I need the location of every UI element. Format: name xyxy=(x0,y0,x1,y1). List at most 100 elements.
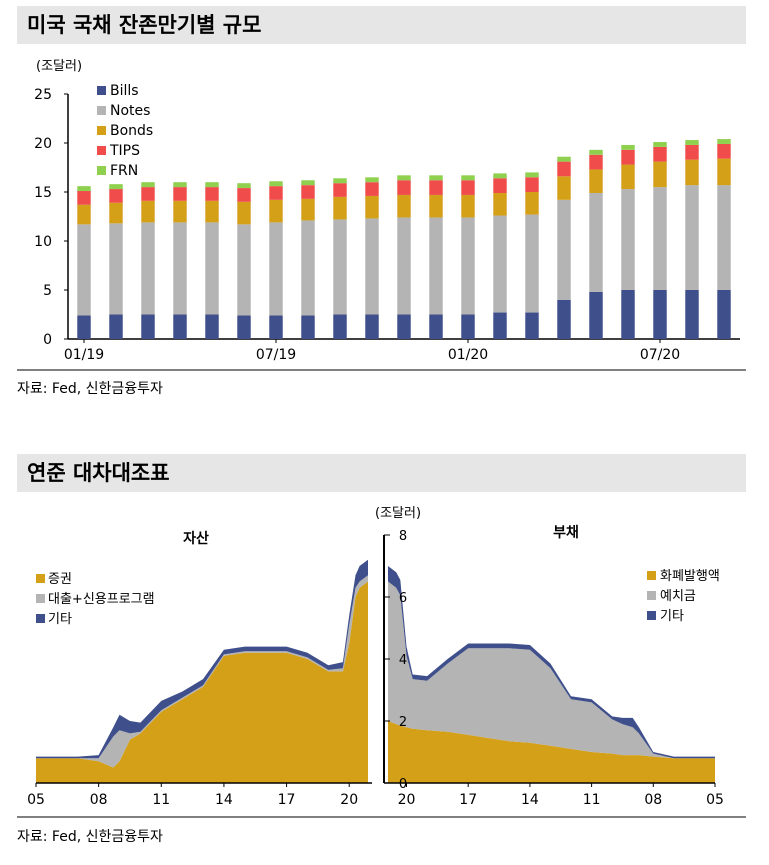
chart1-bar-frn xyxy=(429,175,443,181)
chart1-bar-bonds xyxy=(269,199,283,223)
chart2-x-tick-label: 20 xyxy=(340,792,358,808)
chart1-bar-frn xyxy=(141,182,155,188)
chart1-bar-tips xyxy=(525,177,539,192)
chart2-x-tick-label: 11 xyxy=(152,792,170,808)
chart2-y-tick-label: 4 xyxy=(399,653,407,668)
chart1-y-tick-label: 0 xyxy=(43,332,52,348)
chart1-bar-frn xyxy=(493,173,507,179)
chart1-bar-bills xyxy=(397,314,411,339)
chart2-assets-legend-label: 대출+신용프로그램 xyxy=(48,592,155,607)
chart2-x-tick-label: 20 xyxy=(398,792,416,808)
chart1-bar-bills xyxy=(461,314,475,339)
chart1-bar-notes xyxy=(525,214,539,313)
chart1-bar-frn xyxy=(717,139,731,144)
chart1-bar-tips xyxy=(493,178,507,193)
chart1-bar-tips xyxy=(141,187,155,201)
chart1-bar-tips xyxy=(461,180,475,195)
chart1-x-tick-label: 01/19 xyxy=(64,347,104,363)
chart1-bar-notes xyxy=(653,187,667,290)
chart1-bar-tips xyxy=(77,191,91,205)
chart2-title: 연준 대차대조표 xyxy=(17,454,746,492)
chart1-bar-bills xyxy=(429,314,443,339)
chart1-bar-frn xyxy=(397,175,411,181)
chart1-unit-label: (조달러) xyxy=(36,59,82,74)
chart1-bar-bills xyxy=(333,314,347,339)
chart2-x-tick-label: 17 xyxy=(459,792,477,808)
chart1-bar-frn xyxy=(77,186,91,192)
chart1-bar-notes xyxy=(365,218,379,315)
chart1-bar-notes xyxy=(77,224,91,316)
liabilities-area-예치금 xyxy=(388,581,715,759)
chart1-bar-notes xyxy=(237,224,251,316)
chart1-bar-tips xyxy=(653,146,667,162)
chart2-y-tick-label: 0 xyxy=(399,777,407,792)
chart2-x-tick-label: 08 xyxy=(90,792,108,808)
chart1-bar-bills xyxy=(493,312,507,339)
chart1-bar-notes xyxy=(557,199,571,300)
chart1-bar-frn xyxy=(621,144,635,150)
chart1-bar-bonds xyxy=(141,200,155,223)
chart1-bar-bonds xyxy=(333,196,347,220)
chart2-y-tick-label: 6 xyxy=(399,591,407,606)
assets-area-증권 xyxy=(36,581,368,783)
chart1-bar-frn xyxy=(173,182,187,188)
chart1-bar-bills xyxy=(77,315,91,339)
chart1-bar-notes xyxy=(589,192,603,292)
chart1-legend-swatch xyxy=(97,126,106,135)
chart1-bar-bonds xyxy=(717,158,731,186)
chart1-bar-bills xyxy=(365,314,379,339)
chart1-bar-bonds xyxy=(589,169,603,193)
chart2-x-tick-label: 08 xyxy=(644,792,662,808)
chart1-bar-bonds xyxy=(205,200,219,223)
chart1-divider xyxy=(17,369,746,371)
chart1-bar-bills xyxy=(141,314,155,339)
chart1-bar-notes xyxy=(397,217,411,315)
chart1-bar-tips xyxy=(269,186,283,200)
chart1-source: 자료: Fed, 신한금융투자 xyxy=(17,381,163,397)
chart1-bar-frn xyxy=(237,183,251,189)
chart1-bar-notes xyxy=(621,189,635,290)
chart2-x-tick-label: 05 xyxy=(27,792,45,808)
chart1-bar-bonds xyxy=(397,194,411,218)
chart2-svg: 0 2 4 6 8 (조달러) 05 08 11 14 17 20 20 17 14 11 08 05 자산 부채증권… xyxy=(27,506,724,808)
chart1-bar-notes xyxy=(493,215,507,313)
chart1-bar-bills xyxy=(205,314,219,339)
chart1-bar-bills xyxy=(173,314,187,339)
chart1-bar-frn xyxy=(525,172,539,178)
chart1-bar-frn xyxy=(109,184,123,190)
chart1-bar-bills xyxy=(621,290,635,339)
chart1-x-tick-label: 01/20 xyxy=(448,347,488,363)
chart1-y-tick-label: 10 xyxy=(34,234,52,250)
chart2-liabilities-legend-label: 화폐발행액 xyxy=(660,568,720,584)
chart1-bar-tips xyxy=(237,188,251,202)
chart1-bar-bonds xyxy=(653,161,667,188)
chart2-unit-label: (조달러) xyxy=(375,506,421,521)
chart2-x-tick-label: 11 xyxy=(583,792,601,808)
chart2-x-tick-label: 17 xyxy=(278,792,296,808)
chart1-y-tick-label: 15 xyxy=(34,185,52,201)
chart1-bar-notes xyxy=(173,222,187,315)
chart1-bar-notes xyxy=(269,222,283,316)
chart1-bar-bills xyxy=(269,315,283,339)
chart1-bar-frn xyxy=(269,181,283,187)
chart2-liabilities-legend-label: 기타 xyxy=(660,609,684,624)
chart1-bar-bonds xyxy=(525,192,539,215)
chart1-legend-swatch xyxy=(97,86,106,95)
chart2-liabilities-legend-swatch xyxy=(647,591,656,600)
chart1-title: 미국 국채 잔존만기별 규모 xyxy=(17,6,746,44)
chart2-x-tick-label: 14 xyxy=(215,792,233,808)
chart2-y-tick-label: 2 xyxy=(399,715,407,730)
chart2-assets-legend-label: 증권 xyxy=(48,572,72,587)
chart1-legend-swatch xyxy=(97,166,106,175)
assets-panel-label: 자산 xyxy=(183,530,209,547)
chart1-y-tick-label: 20 xyxy=(34,136,52,152)
chart1-legend-swatch xyxy=(97,146,106,155)
chart1-bar-bonds xyxy=(493,192,507,216)
chart1-bar-bonds xyxy=(621,164,635,190)
chart1-bar-notes xyxy=(429,217,443,315)
chart1-bar-bills xyxy=(685,290,699,339)
chart1-bar-bills xyxy=(109,314,123,339)
chart2-source: 자료: Fed, 신한금융투자 xyxy=(17,829,163,845)
chart1-svg: (조달러) 0 5 10 15 20 25 01/19 07/19 01/20 07/20 Bills… xyxy=(34,59,740,363)
chart1-bar-frn xyxy=(205,182,219,188)
